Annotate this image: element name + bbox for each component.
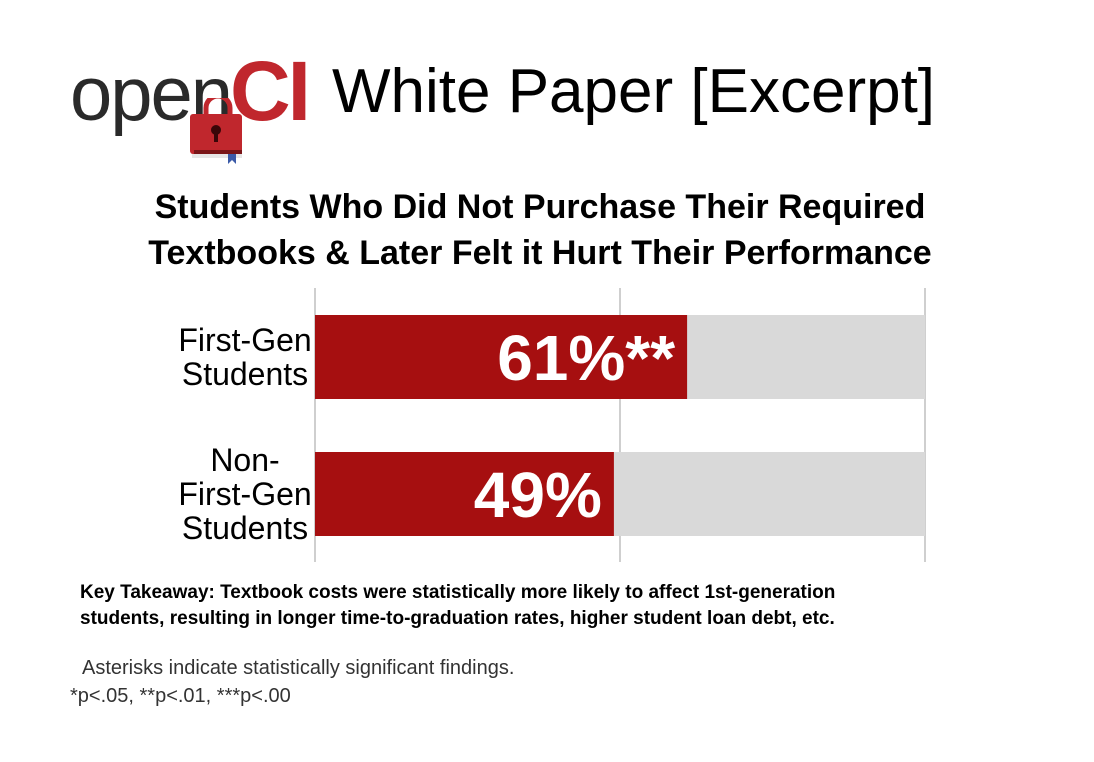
category-label-0: First-Gen Students xyxy=(178,322,311,392)
chart-title-line-2: Textbooks & Later Felt it Hurt Their Per… xyxy=(148,234,932,272)
logo-ci-text: CI xyxy=(230,44,311,138)
key-takeaway-line-2: students, resulting in longer time-to-gr… xyxy=(80,608,835,629)
bar-value-label-1: 49% xyxy=(474,459,602,531)
category-label-0-line-0: First-Gen xyxy=(178,322,311,358)
category-label-1-line-0: Non- xyxy=(210,442,279,478)
lock-book-icon xyxy=(190,98,242,164)
category-label-1-line-2: Students xyxy=(182,510,308,546)
category-label-1: Non-First-Gen Students xyxy=(178,442,311,546)
key-takeaway-line-1: Key Takeaway: Textbook costs were statis… xyxy=(80,582,836,603)
category-label-1-line-1: First-Gen xyxy=(178,476,311,512)
significance-notes: Asterisks indicate statistically signifi… xyxy=(70,654,514,710)
header: open CI White Paper [Excerpt] xyxy=(70,46,1030,164)
page-title: White Paper [Excerpt] xyxy=(332,57,936,126)
chart-title: Students Who Did Not Purchase Their Requ… xyxy=(40,184,1040,276)
p-value-legend: *p<.05, **p<.01, ***p<.00 xyxy=(70,685,291,707)
bar-1 xyxy=(315,452,614,536)
bar-0 xyxy=(315,315,688,399)
asterisk-note: Asterisks indicate statistically signifi… xyxy=(82,657,515,679)
bar-value-label-0: 61%** xyxy=(497,322,675,394)
key-takeaway: Key Takeaway: Textbook costs were statis… xyxy=(80,580,1040,632)
chart-title-line-1: Students Who Did Not Purchase Their Requ… xyxy=(154,188,926,226)
opencl-logo: open CI xyxy=(70,46,320,164)
category-label-0-line-1: Students xyxy=(182,356,308,392)
